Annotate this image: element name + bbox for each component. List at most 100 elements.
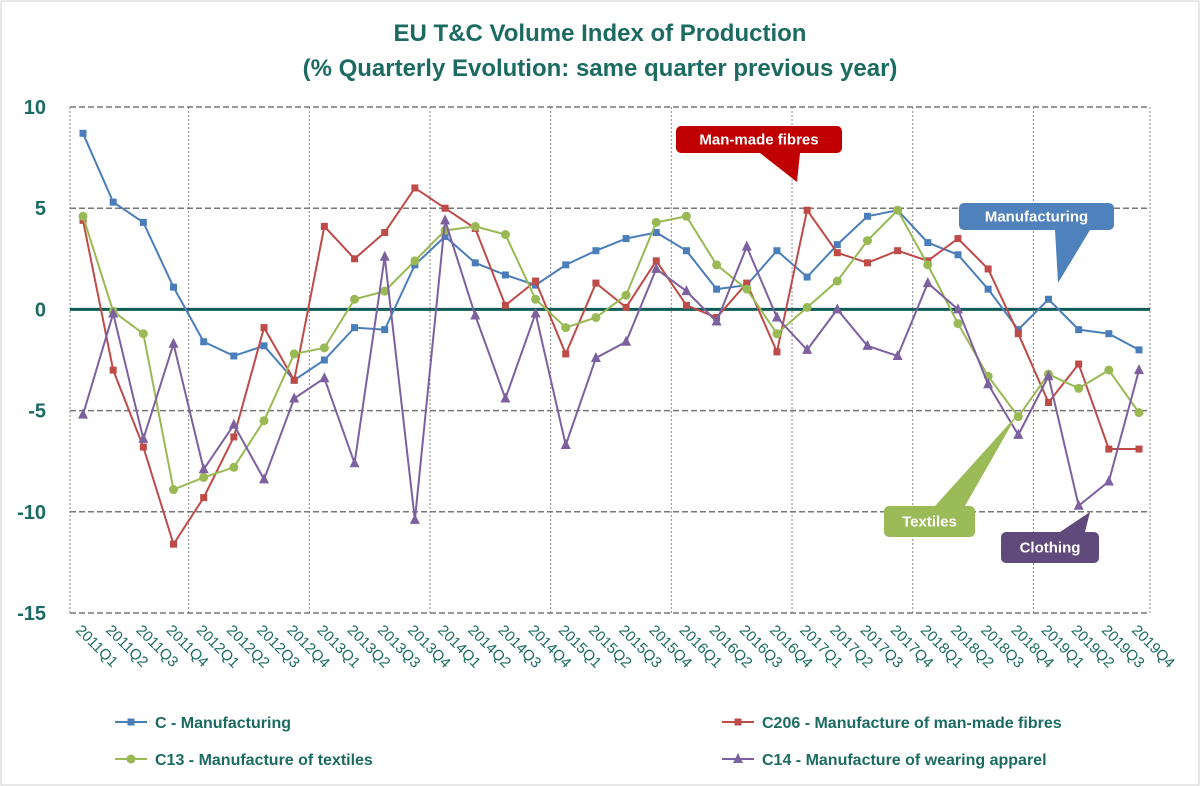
data-point bbox=[350, 294, 360, 304]
callout-pointer bbox=[760, 153, 800, 182]
data-point bbox=[109, 366, 117, 374]
data-point bbox=[320, 356, 328, 364]
data-point bbox=[199, 472, 209, 482]
data-point bbox=[802, 302, 812, 312]
data-point bbox=[862, 339, 873, 350]
data-point bbox=[1073, 499, 1084, 510]
data-point bbox=[470, 309, 481, 320]
data-point bbox=[259, 473, 270, 484]
y-tick-label: -15 bbox=[17, 603, 46, 625]
callout-box bbox=[884, 506, 975, 537]
data-point bbox=[833, 249, 841, 257]
data-point bbox=[200, 494, 208, 502]
data-point bbox=[381, 228, 389, 236]
data-point bbox=[1013, 428, 1024, 439]
data-point bbox=[441, 204, 449, 212]
data-point bbox=[621, 335, 632, 346]
data-point bbox=[651, 217, 661, 227]
data-point bbox=[711, 315, 722, 326]
data-point bbox=[734, 718, 742, 726]
chart-subtitle: (% Quarterly Evolution: same quarter pre… bbox=[302, 55, 898, 82]
data-point bbox=[1103, 475, 1114, 486]
data-point bbox=[863, 259, 871, 267]
callout-pointer bbox=[1055, 230, 1090, 283]
data-point bbox=[562, 350, 570, 358]
data-point bbox=[169, 485, 179, 495]
series-line-c bbox=[82, 132, 1140, 382]
data-point bbox=[170, 540, 178, 548]
data-point bbox=[139, 443, 147, 451]
data-point bbox=[983, 378, 994, 389]
data-point bbox=[1044, 399, 1052, 407]
data-point bbox=[230, 352, 238, 360]
data-point bbox=[349, 457, 360, 468]
data-point bbox=[622, 303, 630, 311]
series-line-c206 bbox=[82, 186, 1139, 547]
callout-label: Textiles bbox=[902, 514, 957, 531]
data-point bbox=[733, 753, 743, 763]
legend-label: C206 - Manufacture of man-made fibres bbox=[762, 715, 1062, 732]
data-point bbox=[1134, 408, 1144, 418]
data-point bbox=[289, 392, 300, 403]
data-point bbox=[109, 198, 117, 206]
data-point bbox=[803, 273, 811, 281]
legend-label: C14 - Manufacture of wearing apparel bbox=[762, 752, 1047, 769]
callout-box bbox=[1001, 532, 1099, 563]
data-point bbox=[230, 433, 238, 441]
data-point bbox=[622, 235, 630, 243]
data-point bbox=[712, 260, 722, 270]
data-point bbox=[863, 212, 871, 220]
data-point bbox=[531, 294, 541, 304]
callout-label: Man-made fibres bbox=[699, 132, 818, 149]
data-point bbox=[411, 184, 419, 192]
data-point bbox=[168, 337, 179, 348]
data-point bbox=[560, 439, 571, 450]
data-point bbox=[1105, 445, 1113, 453]
data-point bbox=[592, 279, 600, 287]
data-point bbox=[200, 338, 208, 346]
data-point bbox=[471, 259, 479, 267]
data-point bbox=[381, 326, 389, 334]
data-point bbox=[954, 251, 962, 259]
data-point bbox=[1013, 412, 1023, 422]
data-point bbox=[440, 214, 451, 225]
data-point bbox=[562, 261, 570, 269]
data-point bbox=[953, 319, 963, 329]
y-tick-label: 10 bbox=[24, 97, 46, 119]
data-point bbox=[772, 329, 782, 339]
data-point bbox=[410, 256, 420, 266]
data-point bbox=[773, 247, 781, 255]
data-point bbox=[952, 303, 963, 314]
data-point bbox=[652, 257, 660, 265]
data-point bbox=[108, 307, 119, 318]
data-point bbox=[592, 247, 600, 255]
data-point bbox=[380, 286, 390, 296]
data-point bbox=[621, 290, 631, 300]
data-point bbox=[409, 513, 420, 524]
data-point bbox=[530, 307, 541, 318]
data-point bbox=[984, 285, 992, 293]
callout-label: Manufacturing bbox=[985, 209, 1088, 226]
data-point bbox=[351, 255, 359, 263]
data-point bbox=[802, 343, 813, 354]
data-point bbox=[1135, 346, 1143, 354]
data-point bbox=[893, 205, 903, 215]
data-point bbox=[561, 323, 571, 333]
data-point bbox=[832, 276, 842, 286]
legend-label: C13 - Manufacture of textiles bbox=[155, 752, 373, 769]
data-point bbox=[681, 285, 692, 296]
data-point bbox=[79, 129, 87, 137]
data-point bbox=[290, 376, 298, 384]
y-tick-label: 5 bbox=[35, 198, 46, 220]
data-point bbox=[682, 301, 690, 309]
data-point bbox=[1135, 445, 1143, 453]
data-point bbox=[139, 218, 147, 226]
data-point bbox=[170, 283, 178, 291]
data-point bbox=[260, 324, 268, 332]
data-point bbox=[892, 349, 903, 360]
data-point bbox=[1104, 365, 1114, 375]
data-point bbox=[833, 241, 841, 249]
data-point bbox=[138, 329, 148, 339]
